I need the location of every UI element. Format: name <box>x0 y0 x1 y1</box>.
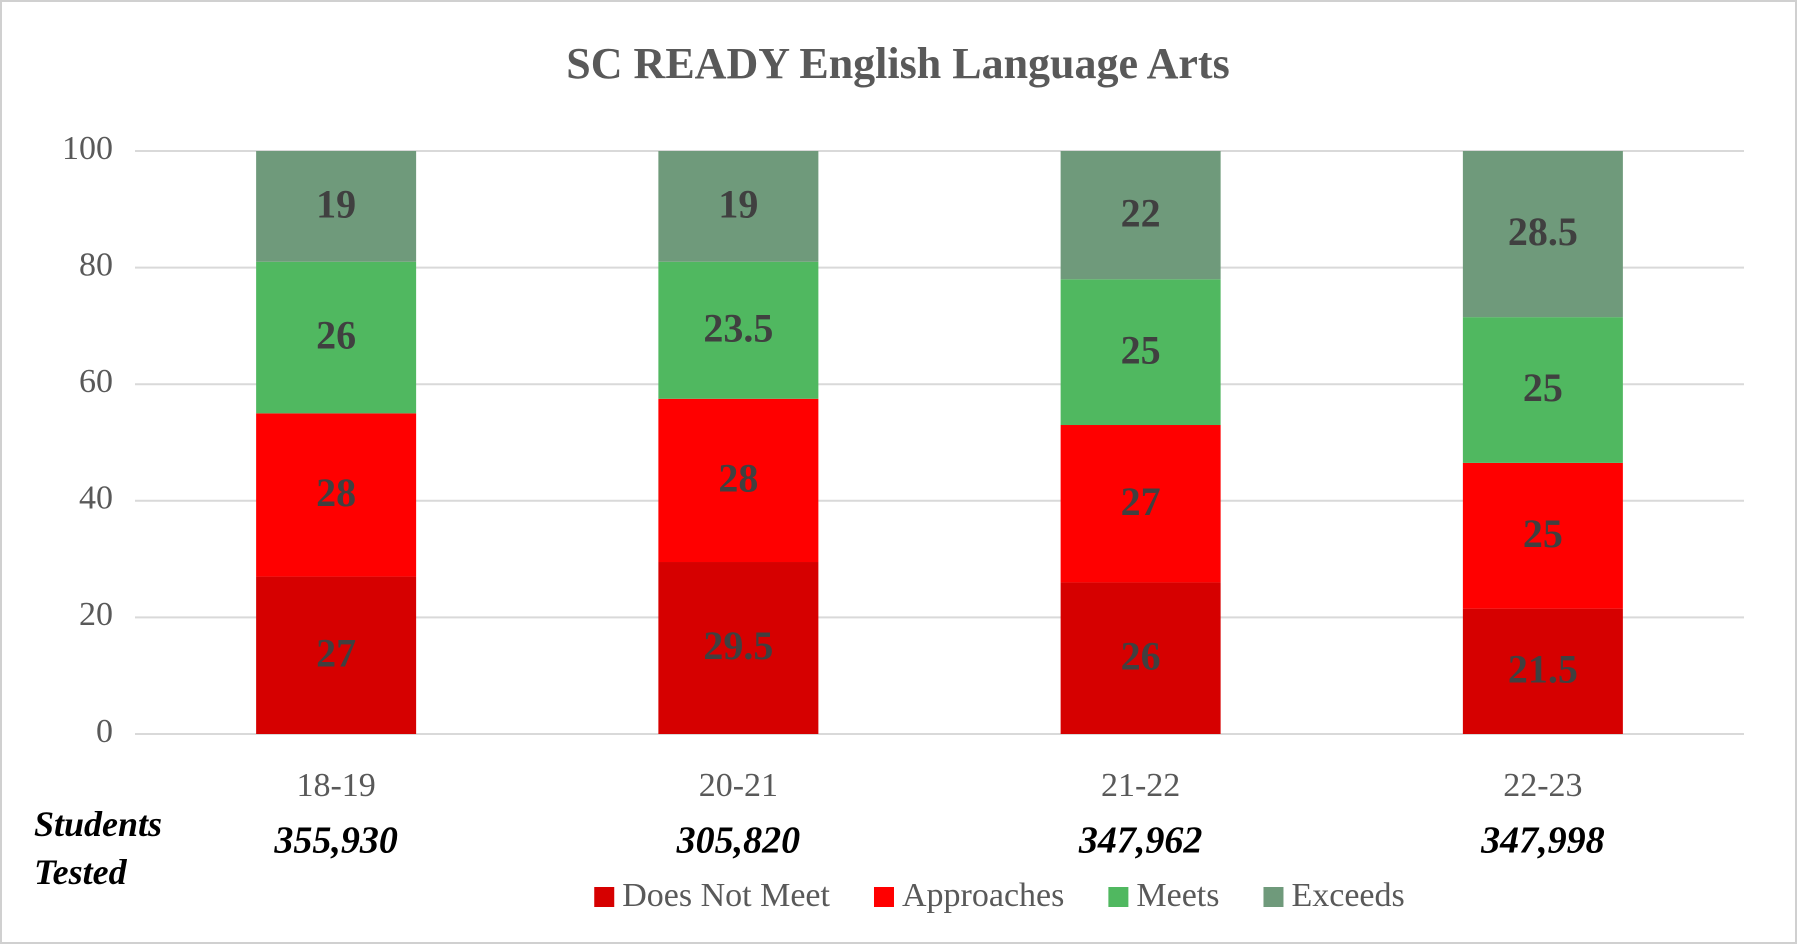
bar-segment <box>256 261 417 414</box>
data-label: 25 <box>1523 365 1563 410</box>
y-tick-label: 80 <box>79 246 113 283</box>
bar-segment <box>658 261 819 399</box>
data-label: 27 <box>316 630 356 675</box>
data-label: 25 <box>1523 511 1563 556</box>
x-tick-label: 22-23 <box>1503 767 1582 804</box>
bar-segment <box>658 398 819 563</box>
legend-swatch <box>873 887 894 907</box>
data-label: 23.5 <box>703 305 773 350</box>
x-tick-label: 21-22 <box>1101 767 1180 804</box>
bar-segment <box>1462 151 1623 318</box>
x-tick-label: 20-21 <box>699 767 778 804</box>
bar-segment <box>1060 279 1221 426</box>
bar-segment <box>1060 582 1221 734</box>
legend-swatch <box>1263 887 1284 907</box>
bar-segment <box>256 413 417 577</box>
students-tested-value: 347,998 <box>1480 820 1605 862</box>
legend-label: Approaches <box>902 877 1064 914</box>
y-tick-label: 0 <box>96 713 113 750</box>
students-tested-value: 355,930 <box>273 820 398 862</box>
data-label: 28.5 <box>1508 209 1578 254</box>
legend-label: Does Not Meet <box>622 877 830 914</box>
bar-segment <box>1060 151 1221 280</box>
x-tick-label: 18-19 <box>296 767 375 804</box>
bar-segment <box>256 151 417 262</box>
bar-segment <box>1462 462 1623 609</box>
bar-segment <box>1462 317 1623 463</box>
data-label: 25 <box>1121 327 1161 372</box>
bar-segment <box>1462 608 1623 734</box>
bar-segment <box>658 151 819 262</box>
legend-swatch <box>1108 887 1129 907</box>
data-label: 26 <box>316 313 356 358</box>
data-label: 27 <box>1121 479 1161 524</box>
chart-title: SC READY English Language Arts <box>566 39 1229 88</box>
data-label: 22 <box>1121 190 1161 235</box>
students-tested-label: Students Tested <box>34 804 163 892</box>
bar-segment <box>658 562 819 734</box>
bar-segment <box>1060 425 1221 583</box>
legend-swatch <box>594 887 615 907</box>
legend-label: Meets <box>1136 877 1219 914</box>
data-label: 21.5 <box>1508 646 1578 691</box>
y-tick-label: 100 <box>62 130 113 167</box>
students-tested-value: 347,962 <box>1078 820 1203 862</box>
y-tick-label: 40 <box>79 480 113 517</box>
data-label: 28 <box>718 456 758 501</box>
students-tested-value: 305,820 <box>676 820 801 862</box>
data-label: 19 <box>316 182 356 227</box>
data-label: 19 <box>718 182 758 227</box>
bar-segment <box>256 576 417 734</box>
data-label: 28 <box>316 470 356 515</box>
y-tick-label: 60 <box>79 363 113 400</box>
data-label: 29.5 <box>703 623 773 668</box>
legend-label: Exceeds <box>1291 877 1404 914</box>
data-label: 26 <box>1121 633 1161 678</box>
y-tick-label: 20 <box>79 596 113 633</box>
